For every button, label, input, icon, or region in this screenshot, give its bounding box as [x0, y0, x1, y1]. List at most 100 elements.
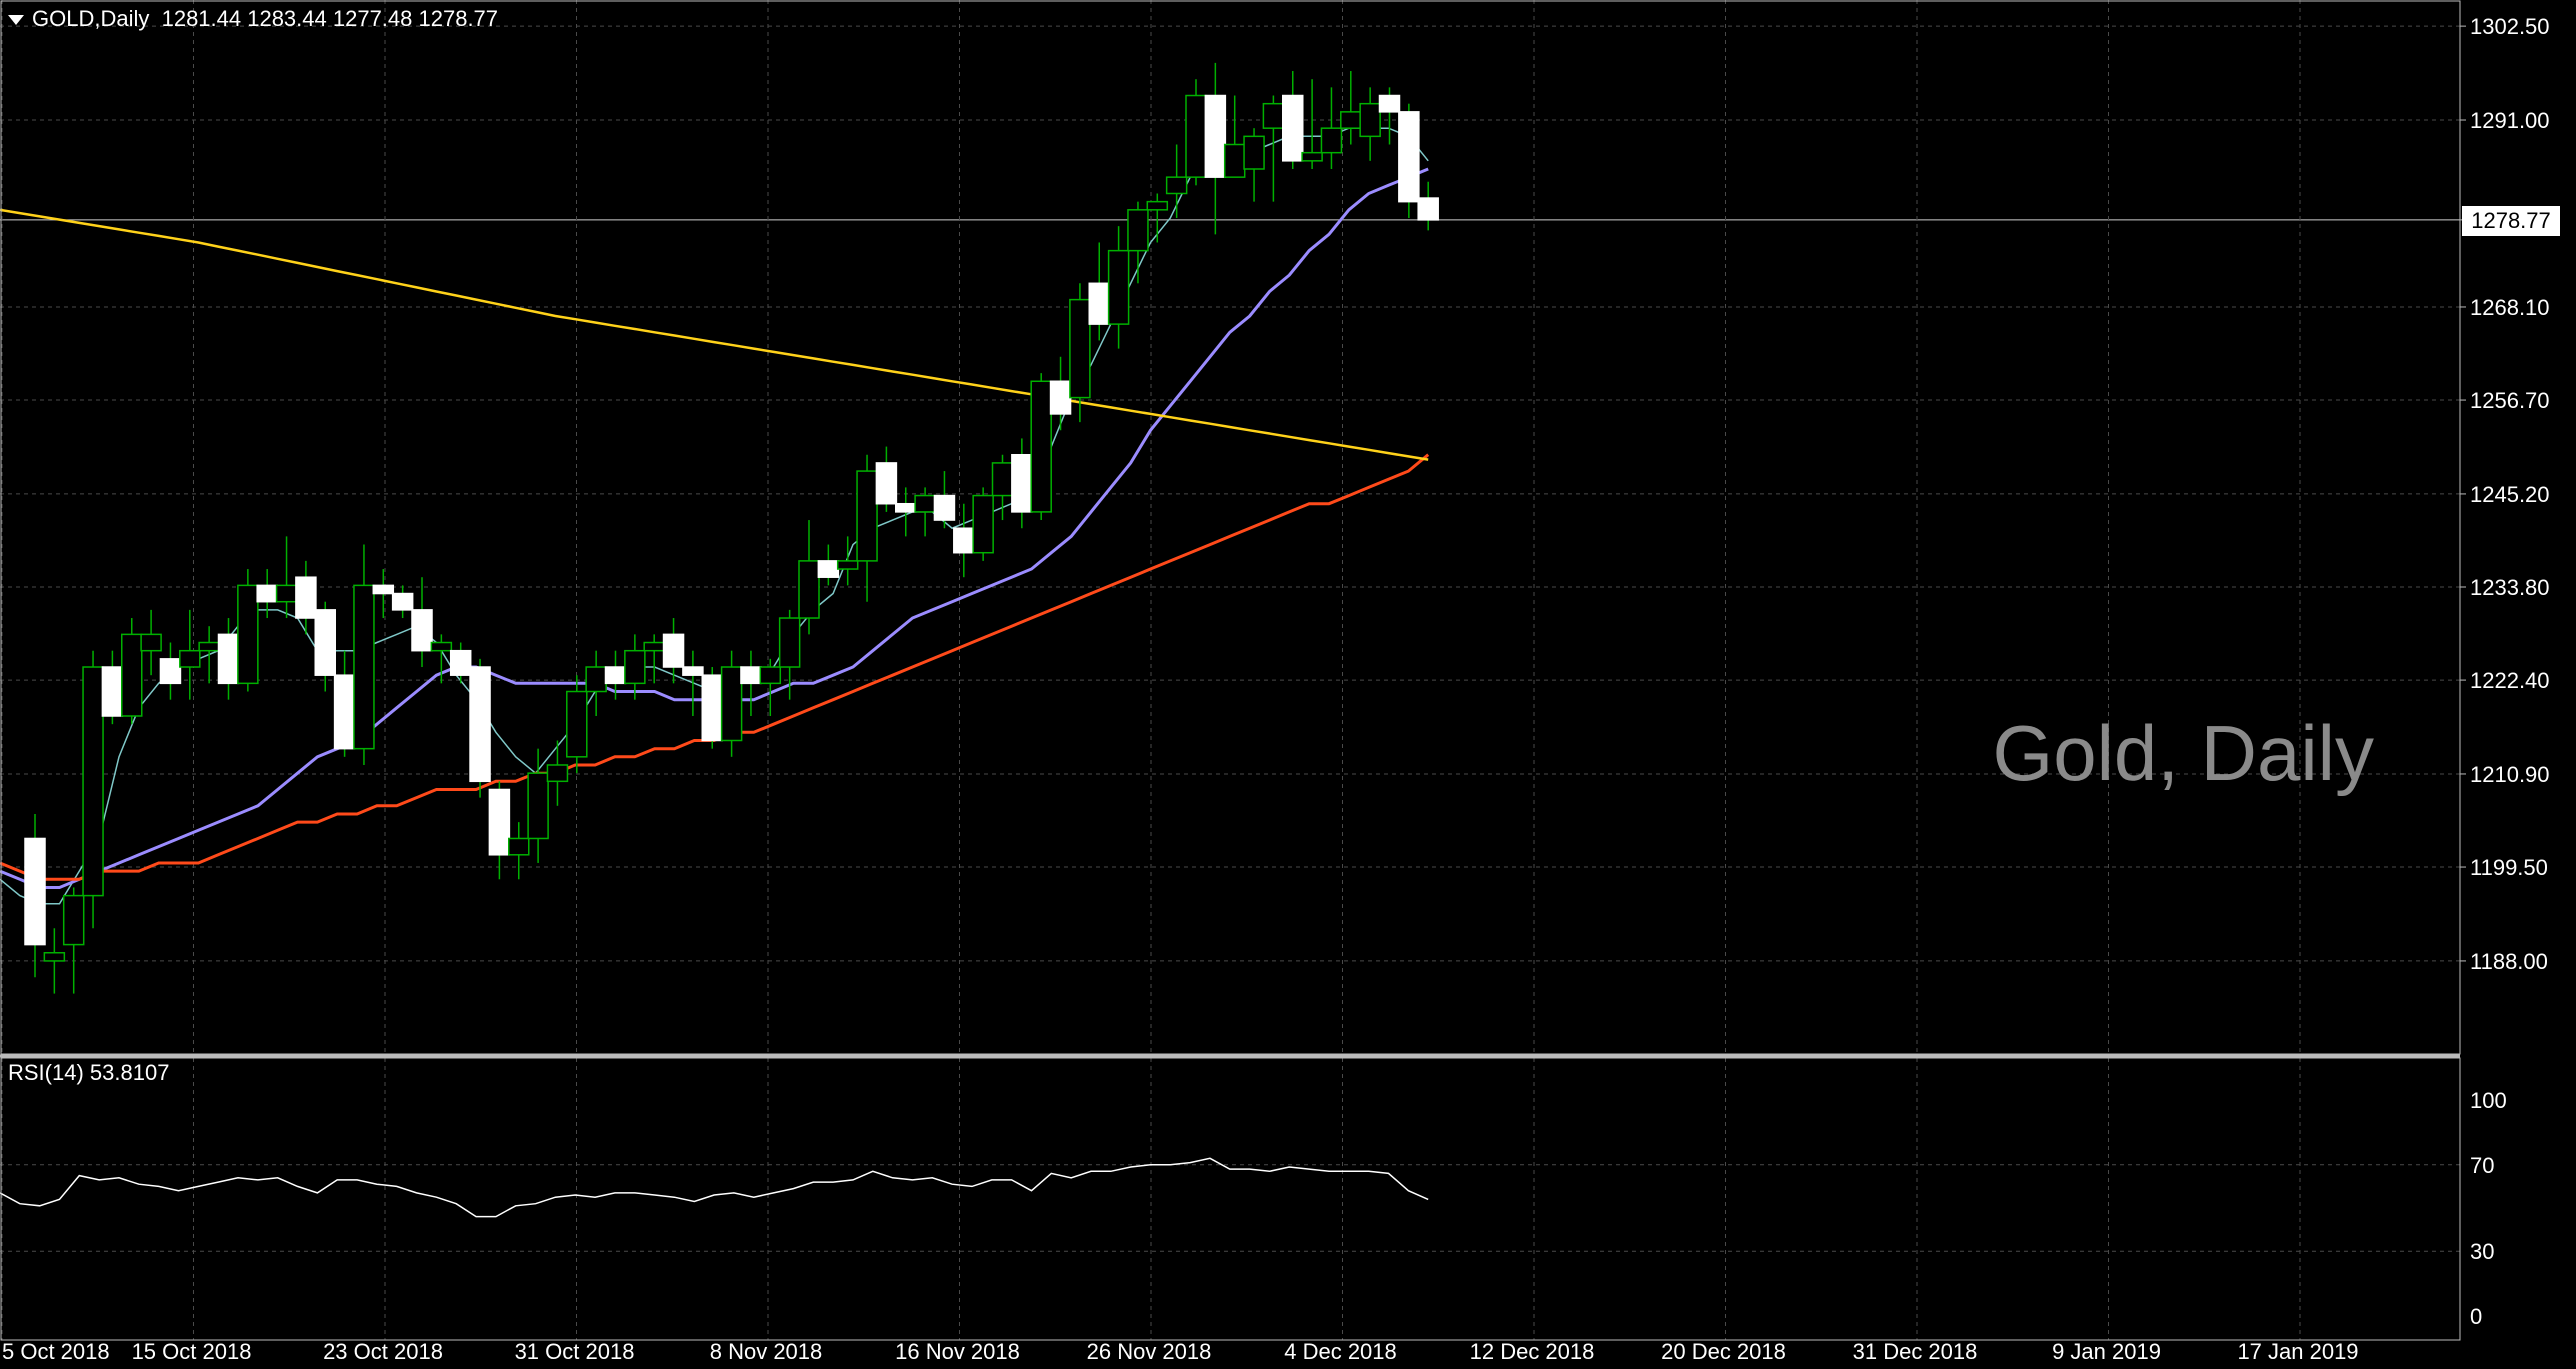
ma-mid-line [0, 167, 1429, 889]
candle-bull [643, 641, 665, 652]
candle-bear [217, 633, 240, 685]
candle-bear [24, 837, 46, 946]
rsi-tick-label: 30 [2470, 1239, 2494, 1264]
y-tick-label: 1268.10 [2470, 295, 2550, 320]
x-tick-label: 23 Oct 2018 [323, 1339, 443, 1364]
candle-bull [1262, 102, 1285, 129]
candle-bull [566, 690, 588, 758]
x-tick-label: 31 Dec 2018 [1853, 1339, 1978, 1364]
x-tick-label: 20 Dec 2018 [1661, 1339, 1786, 1364]
candle-bull [856, 470, 878, 562]
candle-bull [778, 617, 801, 668]
candle-bull [527, 772, 549, 840]
y-tick-label: 1222.40 [2470, 668, 2550, 693]
candle-bear [662, 633, 685, 668]
candle-bear [682, 666, 704, 676]
current-price-label: 1278.77 [2462, 206, 2560, 236]
candle-bull [430, 641, 453, 652]
rsi-line [0, 1157, 1429, 1218]
x-tick-label: 9 Jan 2019 [2052, 1339, 2161, 1364]
candle-bull [1320, 127, 1343, 154]
candle-bear [817, 560, 840, 578]
candle-bear [1398, 111, 1420, 203]
candles [24, 62, 1439, 994]
candle-bull [1030, 380, 1052, 513]
candle-bear [159, 658, 182, 685]
candle-bear [604, 666, 627, 685]
candle-bull [1069, 298, 1091, 399]
candle-bear [953, 527, 975, 554]
candle-bear [449, 649, 472, 676]
rsi-label: RSI(14) 53.8107 [8, 1060, 170, 1085]
candle-bull [1340, 111, 1362, 129]
candle-bull [624, 649, 646, 685]
rsi-tick-label: 100 [2470, 1088, 2507, 1113]
candle-bull [198, 641, 220, 652]
y-tick-label: 1233.80 [2470, 575, 2550, 600]
chart-watermark: Gold, Daily [1992, 709, 2374, 797]
main-frame [0, 0, 2461, 1055]
candle-bull [836, 560, 859, 570]
candle-bull [1107, 249, 1130, 325]
x-tick-label: 12 Dec 2018 [1470, 1339, 1595, 1364]
candle-bear [256, 584, 278, 603]
candle-bull [1243, 135, 1265, 170]
x-tick-label: 5 Oct 2018 [2, 1339, 110, 1364]
moving-average-lines [0, 127, 1430, 905]
candle-bear [295, 576, 317, 619]
y-tick-label: 1256.70 [2470, 388, 2550, 413]
candle-bull [1185, 94, 1207, 178]
candle-bull [546, 764, 569, 783]
ma-long-line [0, 208, 1429, 461]
candle-bull [1165, 176, 1188, 195]
x-tick-label: 4 Dec 2018 [1284, 1339, 1397, 1364]
candle-bear [488, 788, 511, 856]
y-tick-label: 1199.50 [2470, 855, 2548, 880]
candle-bull [1146, 200, 1169, 211]
candle-bull [1301, 151, 1323, 162]
rsi-tick-label: 0 [2470, 1304, 2482, 1329]
y-tick-label: 1245.20 [2470, 482, 2550, 507]
candle-bull [179, 649, 201, 668]
candle-bear [1204, 94, 1227, 178]
candle-bull [237, 584, 259, 685]
candle-bull [991, 462, 1014, 497]
candle-bull [1127, 209, 1149, 252]
x-tick-label: 15 Oct 2018 [132, 1339, 252, 1364]
candle-bull [275, 584, 298, 603]
candle-bear [875, 462, 898, 505]
candle-bull [140, 633, 162, 652]
candle-bull [1359, 102, 1381, 138]
rsi-tick-label: 70 [2470, 1153, 2494, 1178]
rsi-frame [0, 1057, 2461, 1341]
candle-bear [314, 609, 336, 676]
x-tick-label: 8 Nov 2018 [710, 1339, 823, 1364]
candle-bear [372, 584, 395, 595]
candle-bear [469, 666, 491, 783]
candle-bull [353, 584, 375, 750]
candle-bear [1417, 197, 1439, 221]
chart-header: GOLD,Daily 1281.44 1283.44 1277.48 1278.… [8, 6, 498, 32]
y-tick-label: 1188.00 [2470, 949, 2548, 974]
candle-bear [933, 494, 956, 521]
y-tick-label: 1302.50 [2470, 14, 2550, 39]
candle-bear [1378, 94, 1401, 113]
grid [0, 0, 2460, 1340]
candle-bull [720, 666, 743, 742]
rsi-panel [0, 1157, 2460, 1252]
candle-bull [798, 560, 820, 619]
candle-bull [43, 952, 66, 962]
candle-bear [740, 666, 762, 685]
candle-bear [1049, 380, 1072, 415]
candle-bull [972, 494, 994, 554]
candle-bull [121, 633, 143, 717]
x-tick-label: 16 Nov 2018 [895, 1339, 1020, 1364]
candle-bear [333, 674, 356, 750]
x-tick-label: 17 Jan 2019 [2237, 1339, 2358, 1364]
ma-slow-line [0, 453, 1430, 881]
candle-bull [914, 494, 936, 513]
candle-bear [411, 609, 433, 652]
menu-triangle-icon[interactable] [8, 15, 24, 26]
